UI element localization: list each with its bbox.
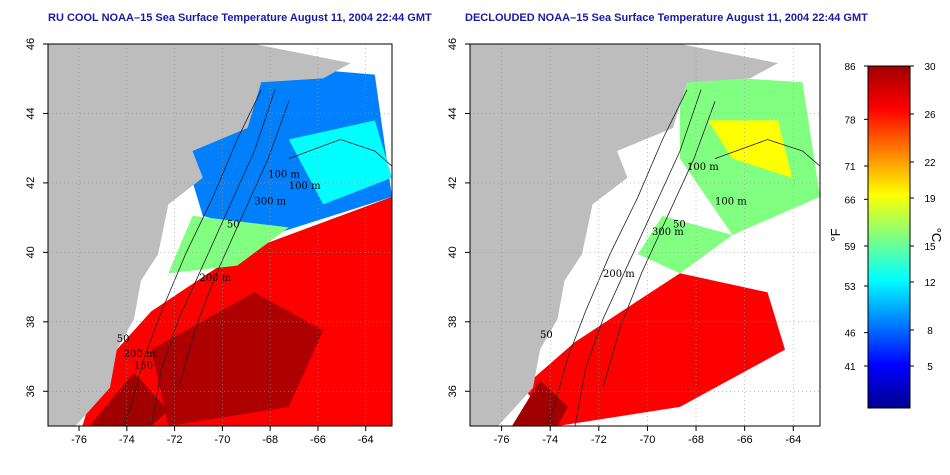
sst-yellow-region — [708, 120, 792, 178]
lon-tick-label: -70 — [639, 434, 655, 446]
lon-tick-label: -72 — [167, 434, 183, 446]
celsius-unit-label: °C — [929, 228, 944, 243]
fahrenheit-tick-label: 66 — [844, 195, 856, 206]
lat-tick-label: 36 — [25, 385, 37, 397]
lat-tick-label: 44 — [447, 107, 459, 119]
land-mass — [48, 44, 351, 426]
fahrenheit-tick-label: 53 — [844, 282, 856, 293]
celsius-tick-label: 26 — [924, 110, 936, 121]
lat-tick-label: 38 — [25, 316, 37, 328]
contour-label: 150 — [134, 361, 153, 372]
celsius-tick-label: 5 — [927, 362, 933, 373]
fahrenheit-tick-label: 86 — [844, 62, 856, 73]
contour-georges-bank — [714, 139, 820, 167]
contour-label: 50 — [673, 219, 686, 230]
contour-label: 50 — [540, 330, 553, 341]
map-frame — [47, 43, 393, 427]
lat-tick-label: 36 — [447, 385, 459, 397]
lat-tick-label: 40 — [25, 246, 37, 258]
lon-tick-label: -74 — [119, 434, 135, 446]
celsius-tick-label: 19 — [924, 194, 936, 205]
lon-tick-label: -64 — [785, 434, 801, 446]
celsius-tick-label: 8 — [927, 326, 933, 337]
lat-tick-label: 46 — [25, 38, 37, 50]
fahrenheit-tick-label: 41 — [844, 362, 856, 373]
lon-tick-label: -66 — [310, 434, 326, 446]
lat-tick-label: 42 — [447, 177, 459, 189]
contour-100m — [123, 89, 262, 426]
contour-label: 100 m — [289, 181, 321, 192]
celsius-tick-label: 15 — [924, 242, 936, 253]
sst-coastal-hot — [89, 372, 169, 426]
lon-tick-label: -70 — [214, 434, 230, 446]
lon-tick-label: -72 — [591, 434, 607, 446]
contour-label: 100 m — [687, 162, 719, 173]
sst-green-region — [638, 215, 733, 274]
fahrenheit-tick-label: 46 — [844, 329, 856, 340]
sst-warm-region — [522, 273, 785, 426]
contour-label: 300 m — [254, 196, 286, 207]
fahrenheit-tick-label: 59 — [844, 242, 856, 253]
lon-tick-label: -74 — [542, 434, 558, 446]
contour-200m — [574, 89, 702, 426]
contour-label: 100 m — [268, 170, 300, 181]
left-map-title: RU COOL NOAA–15 Sea Surface Temperature … — [48, 12, 432, 24]
fahrenheit-unit-label: °F — [828, 228, 843, 241]
fahrenheit-tick-label: 78 — [844, 115, 856, 126]
fahrenheit-tick-label: 71 — [844, 162, 856, 173]
contour-label: 200 m — [124, 349, 156, 360]
colorbar-gradient — [867, 65, 911, 409]
contour-200m — [150, 89, 276, 426]
sst-hot-region — [151, 292, 324, 426]
contour-label: 50 — [227, 219, 240, 230]
sst-mid-region — [168, 215, 289, 274]
celsius-tick-label: 22 — [924, 158, 936, 169]
celsius-tick-label: 12 — [924, 278, 936, 289]
lat-tick-label: 42 — [25, 177, 37, 189]
contour-300m — [602, 101, 716, 388]
map-frame — [469, 43, 821, 427]
contour-georges-bank — [288, 139, 392, 167]
contour-300m — [178, 101, 290, 388]
contour-label: 50 — [117, 334, 130, 345]
lon-tick-label: -76 — [71, 434, 87, 446]
contour-label: 100 m — [715, 196, 747, 207]
land-mass — [470, 44, 778, 426]
right-map-title: DECLOUDED NOAA–15 Sea Surface Temperatur… — [465, 12, 868, 24]
lon-tick-label: -64 — [358, 434, 374, 446]
lat-tick-label: 38 — [447, 316, 459, 328]
sst-cool-region — [288, 120, 392, 205]
lon-tick-label: -76 — [494, 434, 510, 446]
contour-label: 200 m — [603, 269, 635, 280]
lon-tick-label: -68 — [262, 434, 278, 446]
lon-tick-label: -68 — [688, 434, 704, 446]
lat-tick-label: 44 — [25, 107, 37, 119]
contour-label: 200 m — [199, 273, 231, 284]
celsius-tick-label: 30 — [924, 62, 936, 73]
lat-tick-label: 46 — [447, 38, 459, 50]
lon-tick-label: -66 — [737, 434, 753, 446]
sst-coastal-hot — [512, 380, 568, 426]
temperature-colorbar: 30 26 22 19 15 12 8 5 86 78 71 66 59 53 46 41 °F °C — [828, 62, 944, 409]
contour-100m — [546, 89, 688, 426]
lat-tick-label: 40 — [447, 246, 459, 258]
contour-label: 300 m — [652, 227, 684, 238]
